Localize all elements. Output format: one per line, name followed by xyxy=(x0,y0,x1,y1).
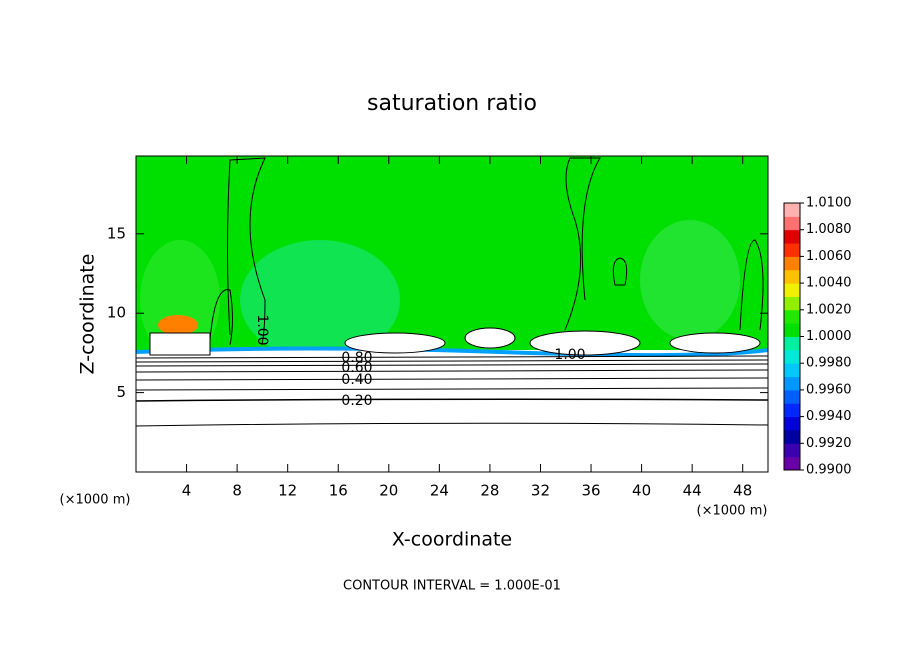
colorbar-swatch xyxy=(784,243,800,257)
colorbar-swatch xyxy=(784,216,800,231)
y-tick-label: 5 xyxy=(116,383,126,401)
x-tick-label: 36 xyxy=(581,482,600,500)
colorbar-tick-label: 1.0040 xyxy=(806,276,852,291)
colorbar-swatch xyxy=(784,229,800,244)
x-tick-label: 24 xyxy=(430,482,449,500)
colorbar-swatch xyxy=(784,403,800,418)
colorbar-tick-label: 0.9960 xyxy=(806,382,852,397)
colorbar-swatch xyxy=(784,323,800,337)
colorbar-swatch xyxy=(784,443,800,458)
colorbar-swatch xyxy=(784,309,800,324)
x-tick-label: 32 xyxy=(531,482,550,500)
colorbar-swatch xyxy=(784,456,800,471)
field xyxy=(135,156,769,472)
contour-label: 0.80 xyxy=(341,350,372,366)
colorbar-swatch xyxy=(784,256,800,271)
colorbar-tick-label: 0.9980 xyxy=(806,356,852,371)
x-unit: (×1000 m) xyxy=(697,504,768,519)
x-tick-label: 28 xyxy=(480,482,499,500)
colorbar-swatch xyxy=(784,389,800,404)
x-tick-label: 8 xyxy=(232,482,242,500)
y-tick-label: 10 xyxy=(107,304,126,322)
contour-label: 0.40 xyxy=(341,372,372,388)
contour-label: 1.00 xyxy=(254,314,270,345)
x-unit: (×1000 m) xyxy=(60,493,131,508)
colorbar-swatch xyxy=(784,296,800,311)
chart-title: saturation ratio xyxy=(367,91,537,116)
x-tick-label: 40 xyxy=(632,482,651,500)
contour-label: 1.00 xyxy=(554,347,585,363)
contour-label: 0.60 xyxy=(341,360,372,376)
colorbar-tick-label: 0.9940 xyxy=(806,409,852,424)
plot-frame xyxy=(135,155,769,473)
x-tick-label: 20 xyxy=(379,482,398,500)
x-tick-label: 48 xyxy=(733,482,752,500)
colorbar-tick-label: 1.0020 xyxy=(806,302,852,317)
y-axis-label: Z-coordinate xyxy=(77,254,99,375)
colorbar-tick-label: 1.0000 xyxy=(806,329,852,344)
colorbar-swatch xyxy=(784,349,800,364)
colorbar-swatch xyxy=(784,336,800,351)
colorbar-swatch xyxy=(784,283,800,297)
colorbar-swatch xyxy=(784,376,800,391)
x-axis-label: X-coordinate xyxy=(392,529,512,551)
contour-label: 0.20 xyxy=(341,393,372,409)
x-tick-label: 4 xyxy=(182,482,192,500)
footer: CONTOUR INTERVAL = 1.000E-01 xyxy=(343,579,561,594)
colorbar-swatch xyxy=(784,203,800,217)
colorbar-swatch xyxy=(784,416,800,431)
x-tick-label: 44 xyxy=(683,482,702,500)
colorbar-tick-label: 0.9900 xyxy=(806,463,852,478)
colorbar-swatch xyxy=(784,269,800,284)
colorbar-swatch xyxy=(784,363,800,378)
colorbar-swatch xyxy=(784,429,800,444)
colorbar-tick-label: 0.9920 xyxy=(806,436,852,451)
y-tick-label: 15 xyxy=(107,224,126,242)
x-tick-label: 12 xyxy=(278,482,297,500)
colorbar-tick-label: 1.0100 xyxy=(806,196,852,211)
x-tick-label: 16 xyxy=(329,482,348,500)
colorbar-tick-label: 1.0080 xyxy=(806,222,852,237)
colorbar-tick-label: 1.0060 xyxy=(806,249,852,264)
